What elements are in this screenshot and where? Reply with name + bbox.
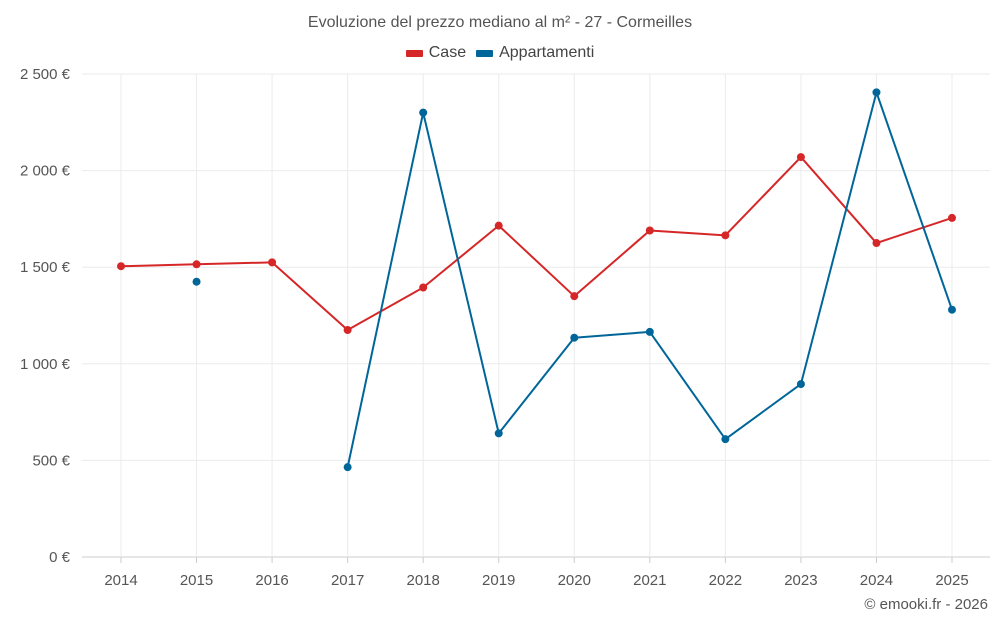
legend-label-appartamenti: Appartamenti [499, 44, 595, 61]
data-point-case-2019[interactable] [494, 221, 503, 230]
data-point-appartamenti-2022[interactable] [721, 435, 730, 444]
y-tick-label: 500 € [32, 452, 70, 469]
x-tick-label: 2022 [709, 572, 742, 589]
chart-title: Evoluzione del prezzo mediano al m² - 27… [307, 14, 693, 31]
copyright-watermark: © emooki.fr - 2026 [864, 596, 988, 613]
legend-item-appartamenti[interactable]: Appartamenti [476, 44, 594, 62]
x-tick-label: 2017 [331, 572, 364, 589]
x-tick-label: 2016 [255, 572, 288, 589]
x-tick-label: 2025 [935, 572, 968, 589]
data-point-appartamenti-2019[interactable] [494, 429, 503, 438]
data-point-case-2022[interactable] [721, 231, 730, 240]
x-tick-label: 2024 [860, 572, 893, 589]
data-point-appartamenti-2025[interactable] [948, 305, 956, 314]
data-point-appartamenti-2017[interactable] [343, 463, 352, 472]
y-tick-label: 2 500 € [20, 66, 71, 83]
x-tick-label: 2014 [104, 572, 137, 589]
data-point-case-2016[interactable] [268, 258, 277, 267]
legend-swatch-appartamenti [476, 49, 494, 57]
data-point-appartamenti-2023[interactable] [796, 380, 805, 389]
legend: Case Appartamenti [0, 44, 1000, 62]
data-point-case-2018[interactable] [419, 283, 428, 292]
y-tick-label: 1 500 € [20, 259, 71, 276]
y-tick-label: 0 € [49, 549, 71, 566]
data-point-case-2021[interactable] [645, 226, 654, 235]
data-point-appartamenti-2024[interactable] [872, 88, 881, 97]
data-point-case-2014[interactable] [117, 262, 125, 271]
x-tick-label: 2021 [633, 572, 666, 589]
data-point-case-2023[interactable] [796, 153, 805, 162]
x-tick-label: 2020 [558, 572, 591, 589]
data-point-appartamenti-2015[interactable] [192, 277, 201, 286]
data-point-appartamenti-2020[interactable] [570, 333, 579, 342]
x-tick-label: 2023 [784, 572, 817, 589]
data-point-case-2020[interactable] [570, 292, 579, 301]
y-tick-label: 2 000 € [20, 163, 71, 180]
legend-item-case[interactable]: Case [405, 44, 467, 62]
x-tick-label: 2015 [180, 572, 213, 589]
data-point-case-2015[interactable] [192, 260, 201, 269]
legend-label-case: Case [428, 44, 467, 61]
y-tick-label: 1 000 € [20, 356, 71, 373]
legend-swatch-case [405, 49, 423, 57]
data-point-appartamenti-2021[interactable] [645, 327, 654, 336]
x-tick-label: 2019 [482, 572, 515, 589]
series-line-case [120, 156, 953, 331]
x-tick-label: 2018 [406, 572, 439, 589]
data-point-case-2024[interactable] [872, 239, 881, 248]
data-point-appartamenti-2018[interactable] [419, 108, 428, 117]
data-point-case-2025[interactable] [948, 213, 956, 222]
data-point-case-2017[interactable] [343, 325, 352, 334]
